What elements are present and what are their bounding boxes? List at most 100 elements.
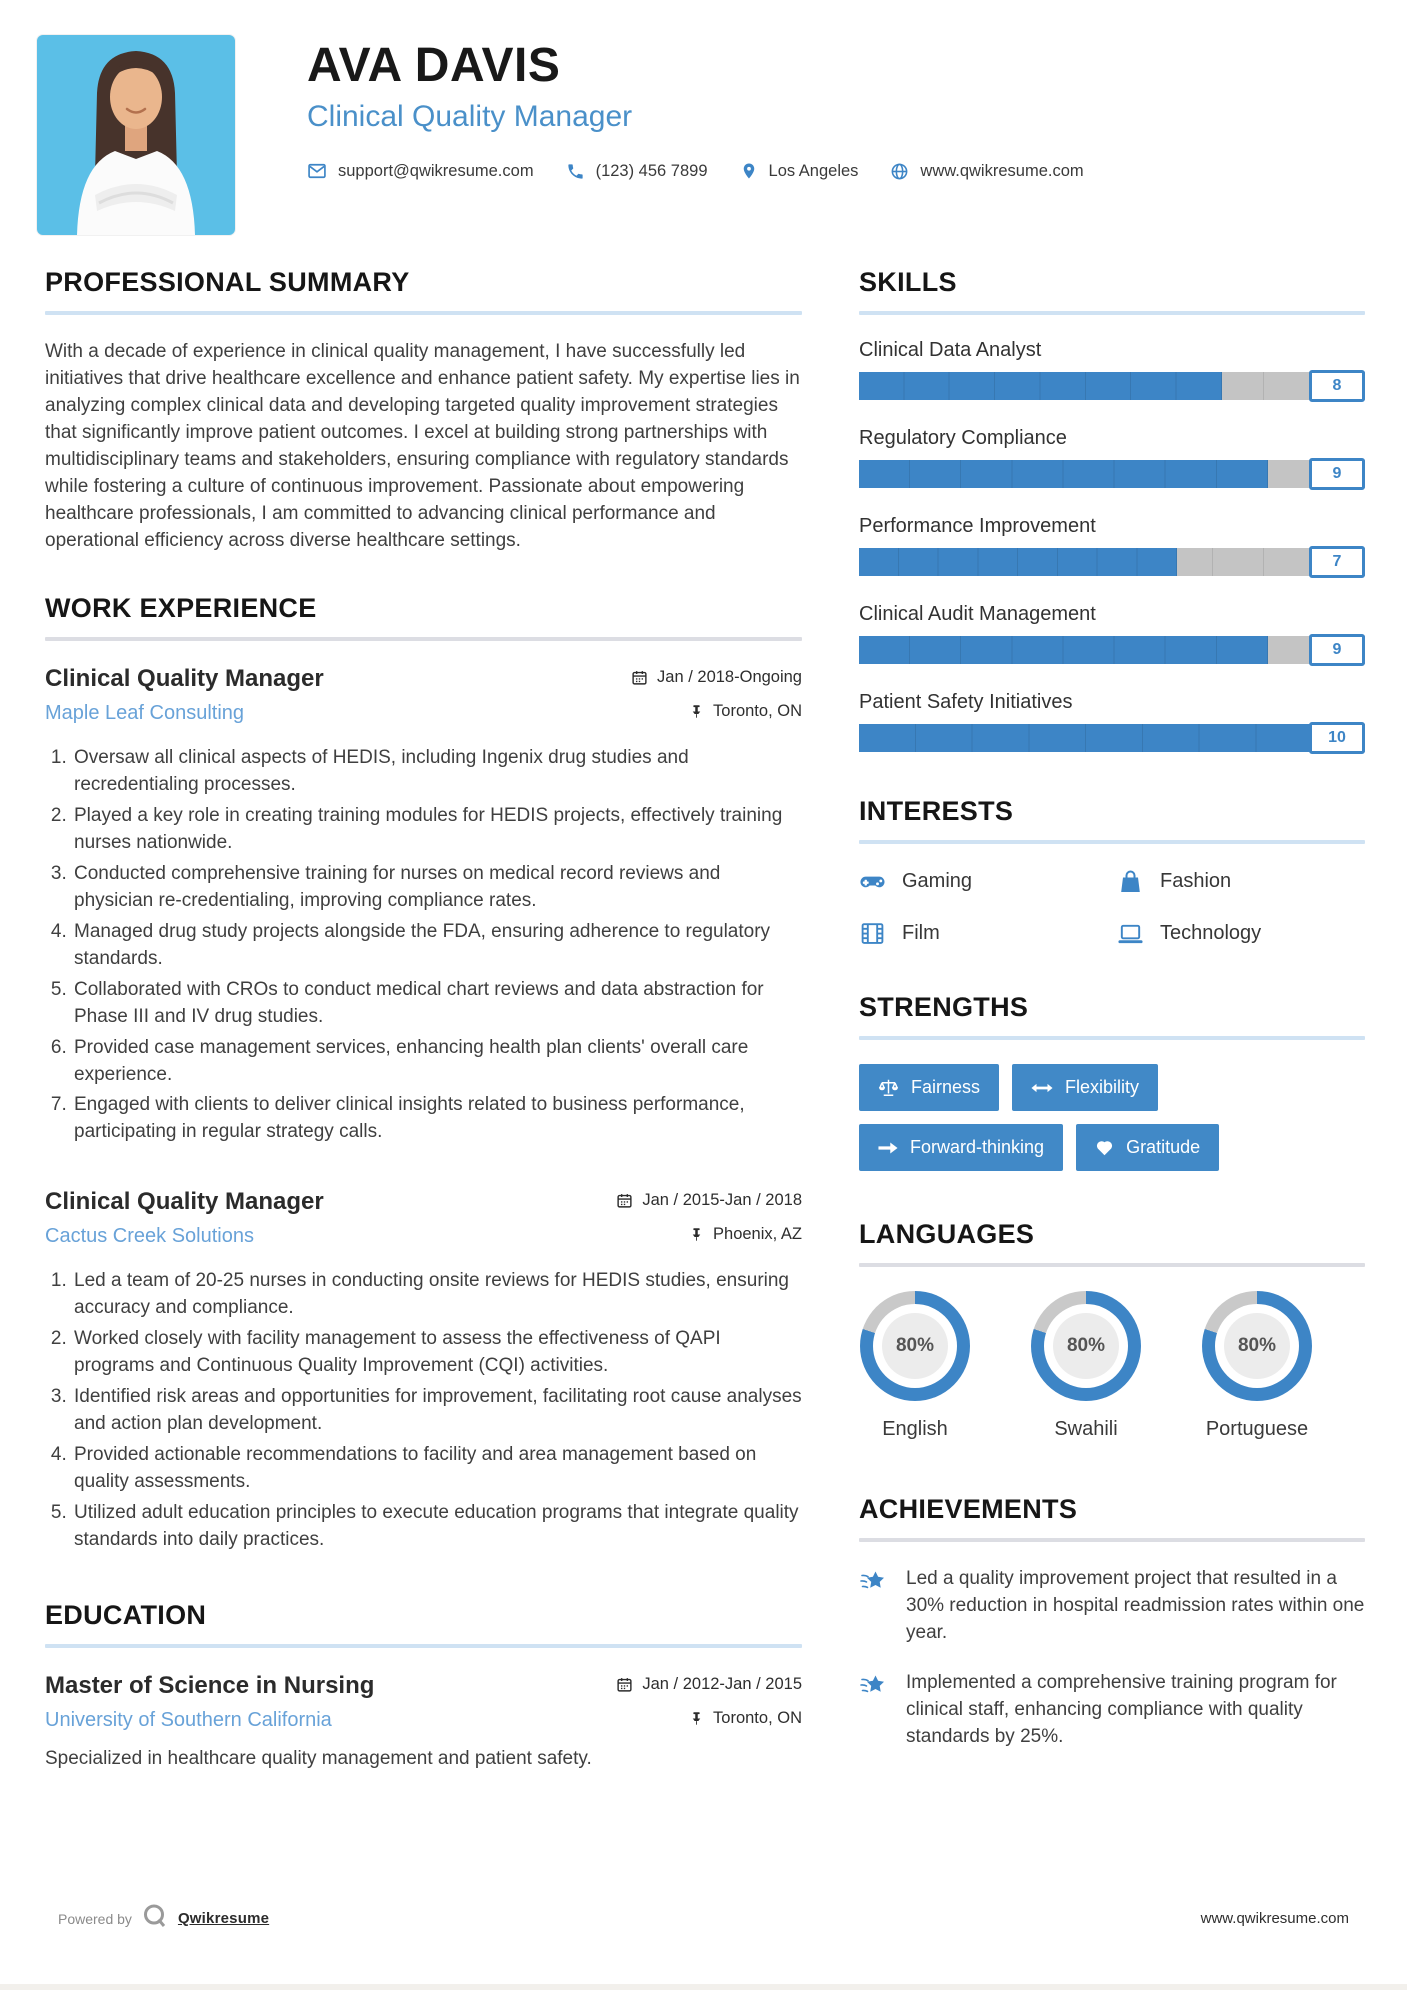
gamepad-icon [859,868,886,895]
strengths-divider [859,1036,1365,1041]
strengths-list: Fairness Flexibility Forward-thinking [859,1064,1279,1172]
school-name: University of Southern California [45,1709,332,1732]
skill-score-badge: 7 [1309,546,1365,579]
calendar-icon [632,670,647,685]
achievements-heading: ACHIEVEMENTS [859,1494,1078,1525]
achievement-text: Led a quality improvement project that r… [906,1568,1365,1644]
work-section: WORK EXPERIENCE Clinical Quality Manager… [45,593,802,1554]
education-heading: EDUCATION [45,1600,207,1631]
strengths-section: STRENGTHS Fairness Flexibility [859,992,1365,1172]
person-job-title: Clinical Quality Manager [307,100,633,134]
skill-bar-fill [859,724,1313,753]
job-title: Clinical Quality Manager [45,1188,324,1216]
interest-item: Film [859,921,1107,946]
education-divider [45,1644,802,1649]
language-progress-ring: 80% [860,1291,970,1402]
skill-name: Clinical Data Analyst [859,339,1042,362]
language-name: Swahili [1054,1418,1118,1441]
interest-item: Technology [1117,921,1365,946]
skill-bar: 10 [859,722,1365,755]
job-bullet: Oversaw all clinical aspects of HEDIS, i… [72,745,802,799]
skill-name: Patient Safety Initiatives [859,691,1073,714]
main-content: PROFESSIONAL SUMMARY With a decade of ex… [0,267,1407,1808]
degree-name: Master of Science in Nursing [45,1672,375,1700]
skill-name: Regulatory Compliance [859,427,1067,450]
strength-label: Fairness [911,1077,981,1098]
language-percent: 80% [882,1313,948,1380]
job-bullet: Utilized adult education principles to e… [72,1500,802,1554]
language-item: 80% English [859,1291,971,1442]
strength-label: Forward-thinking [910,1137,1045,1158]
skill-item: Clinical Data Analyst 8 [859,339,1365,403]
job-company: Cactus Creek Solutions [45,1225,254,1248]
footer: Powered by Qwikresume www.qwikresume.com [58,1902,1349,1935]
skill-bar: 9 [859,458,1365,491]
job-bullet: Led a team of 20-25 nurses in conducting… [72,1268,802,1322]
skill-bar-fill [859,548,1177,577]
job-date: Jan / 2015-Jan / 2018 [616,1191,802,1210]
skill-score-badge: 9 [1309,458,1365,491]
right-column: SKILLS Clinical Data Analyst 8 Regulator… [859,267,1365,1808]
right-arrow-icon [878,1141,898,1155]
interest-label: Gaming [902,870,973,893]
phone-icon [566,162,585,181]
job-bullet: Conducted comprehensive training for nur… [72,861,802,915]
languages-section: LANGUAGES 80% English 80% Swahili [859,1219,1365,1442]
heart-icon [1095,1139,1114,1156]
skills-section: SKILLS Clinical Data Analyst 8 Regulator… [859,267,1365,755]
language-progress-ring: 80% [1031,1291,1141,1402]
skill-score-badge: 9 [1309,634,1365,667]
contact-phone: (123) 456 7899 [566,162,708,181]
skill-bar: 8 [859,370,1365,403]
summary-text: With a decade of experience in clinical … [45,341,800,551]
language-item: 80% Portuguese [1201,1291,1313,1442]
header: AVA DAVIS Clinical Quality Manager suppo… [0,0,1407,235]
skill-score-badge: 8 [1309,370,1365,403]
job-date: Jan / 2018-Ongoing [631,668,802,687]
interest-label: Fashion [1160,870,1232,893]
strength-badge-flexibility: Flexibility [1012,1064,1159,1112]
achievements-section: ACHIEVEMENTS Led a quality improvement p… [859,1494,1365,1751]
contact-website: www.qwikresume.com [890,161,1084,181]
globe-icon [890,162,909,181]
work-heading: WORK EXPERIENCE [45,592,317,623]
job-bullet: Collaborated with CROs to conduct medica… [72,977,802,1031]
scales-icon [878,1078,899,1097]
skill-bar-fill [859,636,1268,665]
contact-location: Los Angeles [740,161,859,181]
languages-list: 80% English 80% Swahili 80% [859,1291,1365,1442]
skill-name: Performance Improvement [859,515,1096,538]
job-entry-1: Clinical Quality Manager Jan / 2018-Ongo… [45,665,802,1147]
contact-email: support@qwikresume.com [307,161,534,181]
powered-by-label: Powered by [58,1910,132,1927]
job-bullet-list: Led a team of 20-25 nurses in conducting… [45,1268,802,1554]
powered-by: Powered by Qwikresume [58,1902,269,1935]
header-identity: AVA DAVIS Clinical Quality Manager suppo… [307,35,1102,235]
job-bullet: Identified risk areas and opportunities … [72,1384,802,1438]
achievements-divider [859,1538,1365,1543]
work-divider [45,636,802,641]
interest-label: Technology [1160,922,1262,945]
job-bullet-list: Oversaw all clinical aspects of HEDIS, i… [45,745,802,1147]
contact-location-text: Los Angeles [768,161,859,180]
language-percent: 80% [1224,1313,1290,1380]
language-progress-ring: 80% [1202,1291,1312,1402]
left-right-arrow-icon [1031,1081,1053,1095]
strength-badge-gratitude: Gratitude [1076,1124,1220,1172]
qwikresume-link[interactable]: Qwikresume [177,1910,270,1927]
job-bullet: Provided actionable recommendations to f… [72,1442,802,1496]
strength-label: Gratitude [1126,1137,1201,1158]
strengths-heading: STRENGTHS [859,992,1029,1023]
skill-item: Performance Improvement 7 [859,515,1365,579]
interests-grid: Gaming Fashion Film [859,868,1365,946]
contact-website-text: www.qwikresume.com [920,161,1084,180]
languages-heading: LANGUAGES [859,1219,1035,1250]
interest-item: Fashion [1117,868,1365,895]
interests-section: INTERESTS Gaming Fashion [859,796,1365,946]
contact-phone-text: (123) 456 7899 [595,161,708,180]
summary-divider [45,311,802,316]
education-date: Jan / 2012-Jan / 2015 [616,1675,802,1694]
pushpin-icon [692,705,701,718]
skill-item: Patient Safety Initiatives 10 [859,691,1365,755]
mail-icon [307,161,327,181]
